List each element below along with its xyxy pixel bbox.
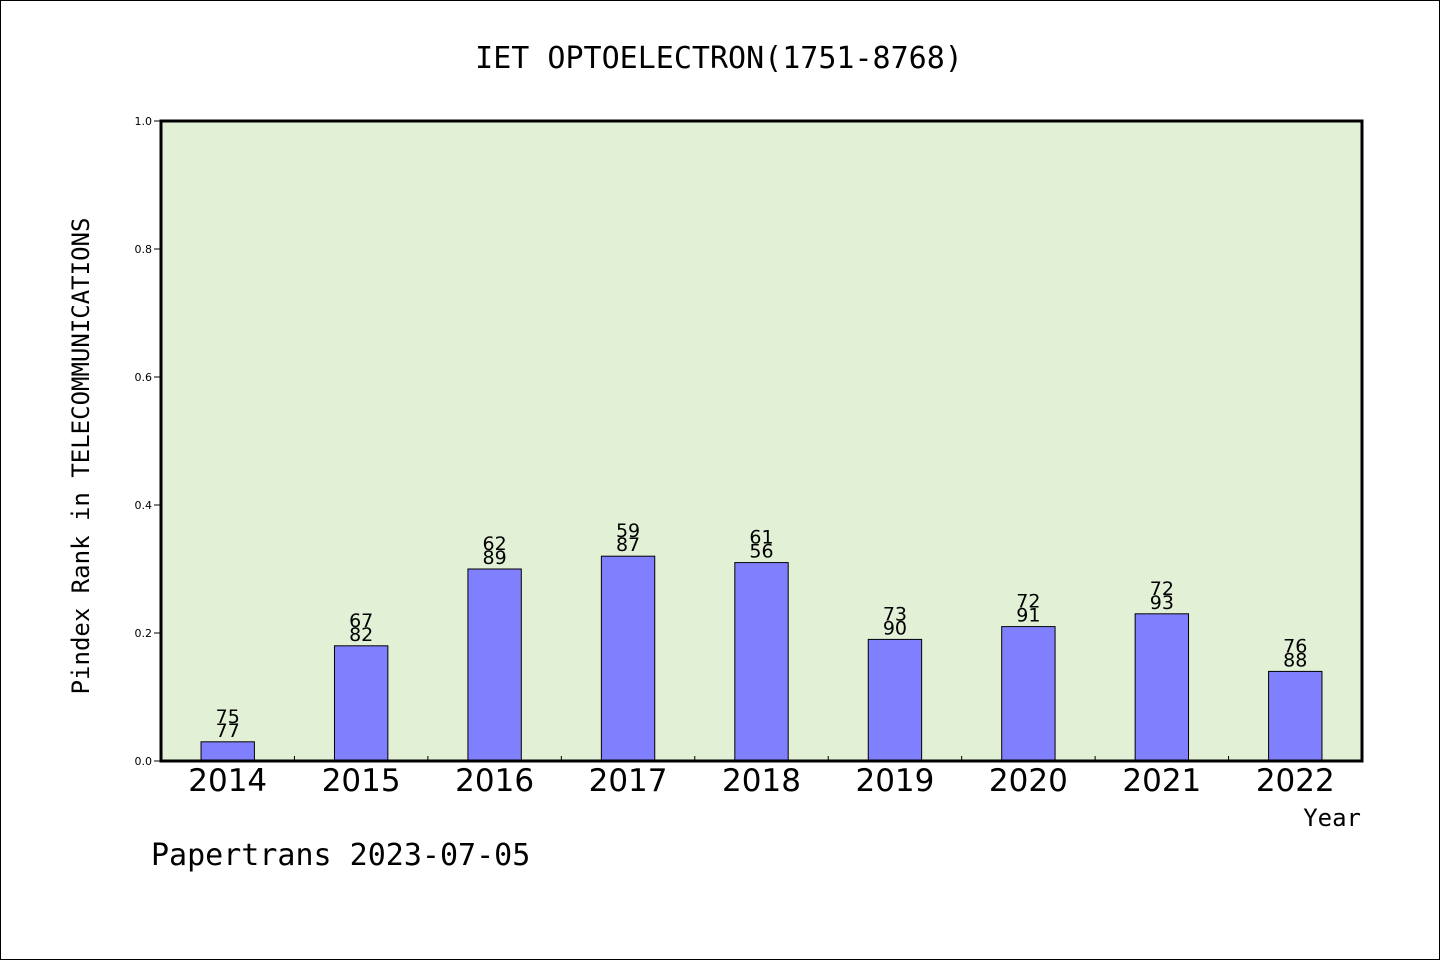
total-label: 87 (616, 534, 640, 556)
total-label: 93 (1150, 592, 1174, 614)
x-tick-label: 2016 (455, 763, 534, 799)
footer-credit: Papertrans 2023-07-05 (151, 838, 530, 873)
bar-2020 (1001, 626, 1056, 762)
y-axis-ticks: 0.0 0.2 0.4 0.6 0.8 1.0 (135, 115, 161, 768)
bar-2014 (200, 741, 255, 762)
total-label: 56 (749, 541, 773, 563)
bar-2015 (333, 645, 389, 762)
y-tick-label: 0.8 (135, 243, 153, 256)
total-label: 88 (1283, 649, 1307, 671)
x-tick-label: 2014 (188, 763, 267, 799)
x-tick-label: 2015 (322, 763, 401, 799)
y-tick-label: 0.2 (135, 627, 153, 640)
bar-2017 (600, 555, 656, 762)
y-tick-label: 0.0 (135, 755, 153, 768)
plot-border (159, 119, 1364, 763)
rank-label: 75 (216, 706, 240, 728)
total-label: 77 (216, 720, 240, 742)
bar-2016 (467, 568, 522, 762)
x-axis-label: Year (1303, 804, 1361, 832)
y-tick-label: 1.0 (135, 115, 153, 128)
x-tick-label: 2021 (1122, 763, 1201, 799)
bar-2022 (1268, 670, 1323, 762)
y-tick-label: 0.6 (135, 371, 153, 384)
chart-title: IET OPTOELECTRON(1751-8768) (475, 41, 963, 76)
rank-label: 72 (1150, 578, 1174, 600)
rank-label: 59 (616, 520, 640, 542)
rank-label: 72 (1016, 591, 1040, 613)
total-label: 91 (1016, 605, 1040, 627)
y-tick-label: 0.4 (135, 499, 153, 512)
x-tick-label: 2020 (989, 763, 1068, 799)
x-tick-label: 2018 (722, 763, 801, 799)
total-label: 90 (883, 617, 907, 639)
rank-label: 73 (883, 603, 907, 625)
rank-label: 76 (1283, 635, 1307, 657)
bar-2018 (734, 562, 789, 762)
rank-label: 62 (483, 533, 507, 555)
x-tick-label: 2022 (1256, 763, 1335, 799)
bars (200, 555, 1323, 762)
x-tick-label: 2017 (589, 763, 668, 799)
rank-label: 61 (749, 527, 773, 549)
y-axis-label: Pindex Rank in TELECOMMUNICATIONS (67, 218, 95, 695)
total-label: 82 (349, 624, 373, 646)
bar-2019 (867, 638, 923, 762)
rank-label: 67 (349, 610, 373, 632)
bar-2021 (1134, 613, 1190, 762)
x-tick-label: 2019 (855, 763, 934, 799)
total-label: 89 (483, 547, 507, 569)
x-axis-ticks: 2014 2015 2016 2017 2018 2019 2020 2021 2022 (188, 756, 1335, 799)
